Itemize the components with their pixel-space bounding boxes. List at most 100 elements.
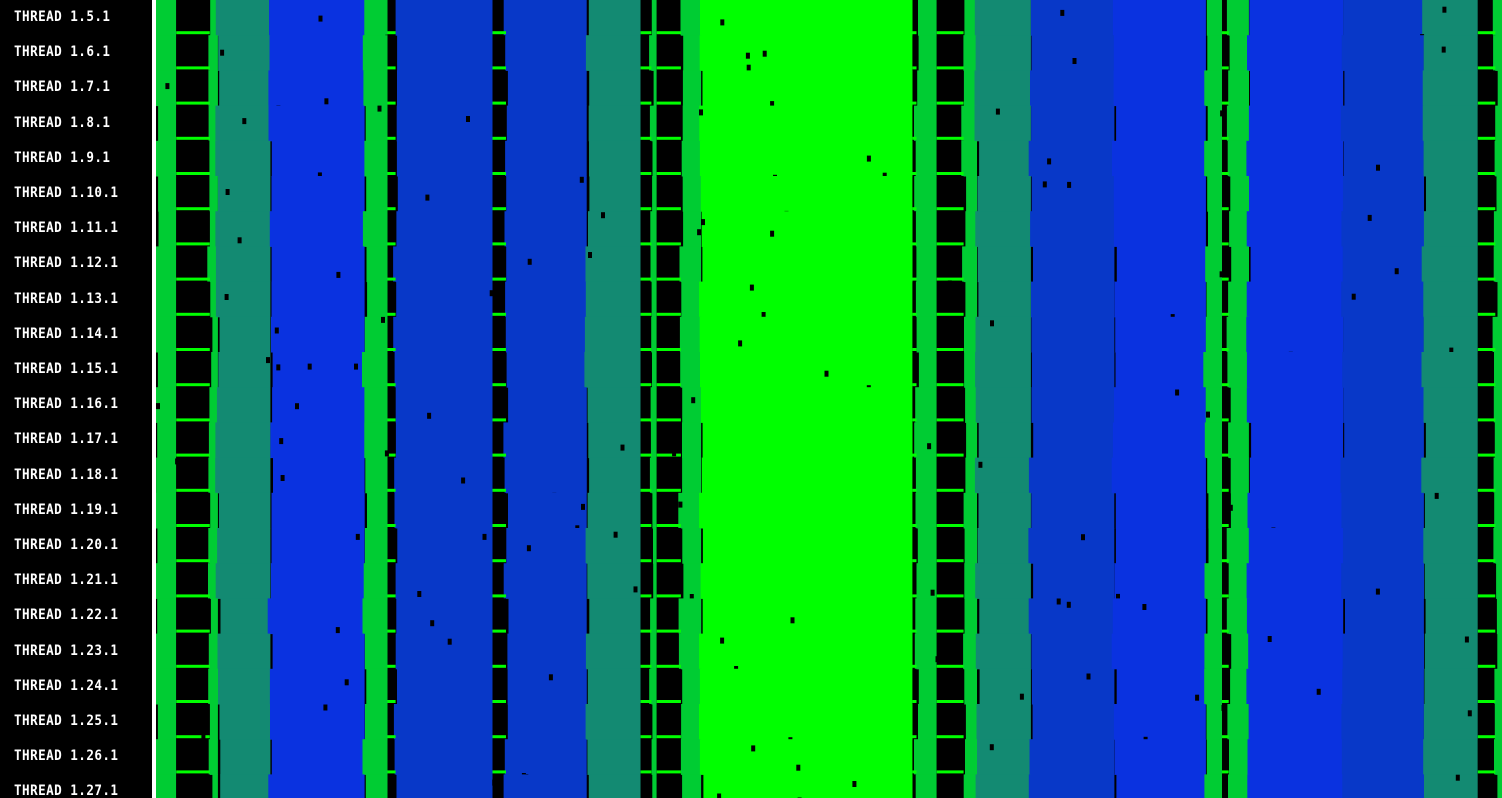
state-burst-running[interactable]	[1228, 774, 1249, 798]
state-burst-blue_alt[interactable]	[506, 528, 587, 564]
state-burst-idle[interactable]	[492, 598, 507, 635]
state-burst-running[interactable]	[917, 528, 937, 564]
state-burst-idle[interactable]	[936, 739, 964, 775]
state-burst-idle[interactable]	[1477, 422, 1496, 459]
state-burst-running[interactable]	[964, 563, 977, 599]
state-burst-running[interactable]	[1208, 492, 1222, 529]
state-burst-blue_alt[interactable]	[1031, 281, 1115, 318]
state-burst-teal[interactable]	[978, 492, 1031, 529]
state-burst-running[interactable]	[1231, 633, 1249, 670]
state-burst-running[interactable]	[1230, 668, 1249, 705]
state-burst-blue[interactable]	[1248, 105, 1344, 142]
state-burst-blue[interactable]	[268, 105, 365, 142]
state-burst-teal[interactable]	[220, 598, 271, 635]
state-burst-teal[interactable]	[585, 246, 641, 283]
state-burst-idle[interactable]	[656, 492, 681, 529]
state-burst-idle[interactable]	[912, 704, 917, 740]
state-burst-running[interactable]	[1493, 246, 1502, 283]
thread-row[interactable]	[156, 281, 1502, 321]
state-burst-running[interactable]	[366, 176, 388, 212]
state-burst-idle[interactable]	[936, 774, 964, 798]
state-burst-blue[interactable]	[1250, 246, 1344, 283]
state-burst-teal[interactable]	[589, 176, 641, 212]
state-burst-blue[interactable]	[1246, 563, 1344, 599]
state-burst-running[interactable]	[1227, 352, 1249, 388]
state-burst-running[interactable]	[961, 140, 977, 177]
thread-row[interactable]	[156, 492, 1502, 534]
thread-row[interactable]	[156, 633, 1502, 672]
state-burst-running[interactable]	[963, 492, 977, 529]
state-burst-blue_alt[interactable]	[506, 246, 587, 283]
state-burst-idle[interactable]	[936, 387, 964, 423]
state-burst-blue[interactable]	[273, 457, 365, 494]
state-burst-teal[interactable]	[974, 457, 1031, 494]
state-burst-idle[interactable]	[387, 281, 396, 318]
state-burst-running[interactable]	[678, 492, 702, 529]
state-burst-idle[interactable]	[176, 176, 210, 212]
state-burst-running[interactable]	[364, 422, 388, 459]
state-burst-idle[interactable]	[387, 457, 396, 494]
state-burst-blue_alt[interactable]	[1344, 422, 1424, 459]
state-burst-running[interactable]	[208, 633, 218, 670]
state-burst-running[interactable]	[366, 246, 388, 283]
state-burst-blue[interactable]	[1112, 598, 1206, 635]
state-burst-running[interactable]	[650, 211, 657, 247]
state-burst-idle[interactable]	[176, 774, 210, 798]
state-burst-teal[interactable]	[589, 598, 641, 635]
state-burst-idle[interactable]	[1477, 246, 1496, 283]
state-burst-running[interactable]	[965, 704, 978, 740]
state-burst-blue[interactable]	[1113, 211, 1206, 247]
state-burst-idle[interactable]	[640, 176, 652, 212]
state-burst-blue_alt[interactable]	[1032, 704, 1115, 740]
state-burst-running[interactable]	[209, 140, 218, 177]
state-burst-running[interactable]	[1207, 176, 1222, 212]
state-burst-teal[interactable]	[1423, 140, 1478, 177]
state-burst-idle[interactable]	[656, 105, 681, 142]
state-burst-running[interactable]	[156, 281, 177, 318]
state-burst-idle[interactable]	[387, 598, 396, 635]
state-burst-running[interactable]	[1206, 0, 1222, 36]
thread-row[interactable]	[158, 176, 1502, 217]
state-burst-teal[interactable]	[1423, 704, 1478, 740]
state-burst-blue[interactable]	[1246, 352, 1344, 388]
state-burst-blue[interactable]	[1116, 774, 1206, 798]
state-burst-running[interactable]	[915, 457, 937, 494]
state-burst-blue_alt[interactable]	[1341, 739, 1424, 775]
state-burst-idle[interactable]	[176, 598, 210, 635]
state-burst-idle[interactable]	[936, 0, 964, 36]
state-burst-idle[interactable]	[936, 316, 964, 353]
state-burst-blue[interactable]	[1114, 281, 1206, 318]
state-burst-blue[interactable]	[1249, 457, 1344, 494]
state-burst-running[interactable]	[1496, 176, 1502, 212]
state-burst-running[interactable]	[1493, 387, 1502, 423]
thread-row[interactable]	[158, 211, 1502, 247]
thread-row[interactable]	[156, 387, 1502, 423]
state-burst-idle[interactable]	[387, 774, 396, 798]
state-burst-running[interactable]	[1497, 633, 1502, 670]
state-burst-blue_alt[interactable]	[397, 668, 493, 705]
state-burst-idle[interactable]	[912, 35, 917, 71]
state-burst-running[interactable]	[651, 316, 657, 353]
state-burst-idle[interactable]	[640, 246, 652, 283]
state-burst-teal[interactable]	[220, 739, 271, 775]
state-burst-teal[interactable]	[1423, 316, 1478, 353]
state-burst-teal[interactable]	[215, 211, 271, 247]
state-burst-blue_alt[interactable]	[1028, 528, 1115, 564]
state-burst-running[interactable]	[1205, 246, 1222, 283]
state-burst-idle[interactable]	[1222, 352, 1229, 388]
state-burst-idle[interactable]	[640, 211, 652, 247]
state-burst-running_bright[interactable]	[701, 457, 913, 494]
state-burst-teal[interactable]	[978, 422, 1031, 459]
state-burst-running[interactable]	[362, 352, 388, 388]
state-burst-idle[interactable]	[912, 140, 917, 177]
state-burst-blue[interactable]	[267, 598, 365, 635]
state-burst-idle[interactable]	[387, 316, 396, 353]
state-burst-running[interactable]	[1230, 457, 1249, 494]
state-burst-running[interactable]	[1231, 246, 1249, 283]
state-burst-running[interactable]	[681, 281, 702, 318]
state-burst-teal[interactable]	[215, 563, 271, 599]
thread-row[interactable]	[156, 739, 1502, 780]
state-burst-blue_alt[interactable]	[394, 492, 493, 529]
state-burst-running_bright[interactable]	[700, 387, 913, 423]
state-burst-blue[interactable]	[271, 739, 365, 775]
